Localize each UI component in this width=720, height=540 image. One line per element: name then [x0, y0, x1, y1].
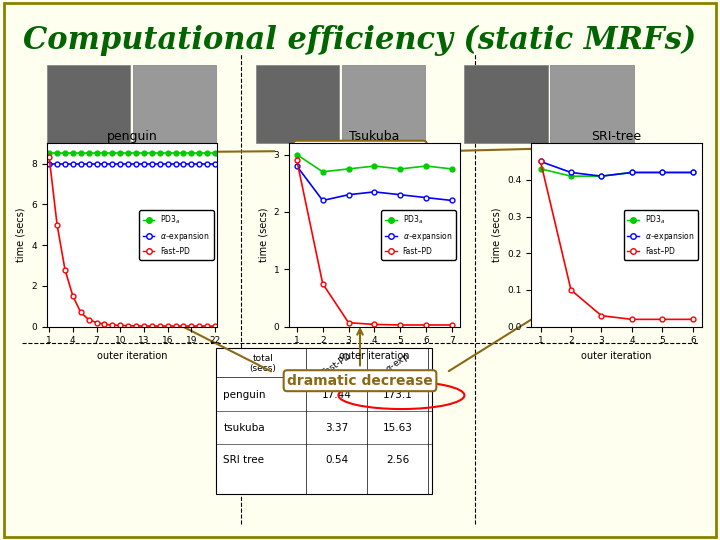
Text: almost constant: almost constant — [297, 144, 423, 158]
X-axis label: outer iteration: outer iteration — [339, 351, 410, 361]
Text: 15.63: 15.63 — [383, 423, 413, 433]
Text: total
(secs): total (secs) — [249, 354, 276, 373]
Text: penguin: penguin — [223, 390, 266, 400]
Text: dramatic decrease: dramatic decrease — [287, 374, 433, 388]
Text: Computational efficiency (static MRFs): Computational efficiency (static MRFs) — [24, 24, 696, 56]
X-axis label: outer iteration: outer iteration — [97, 351, 167, 361]
Title: penguin: penguin — [107, 130, 158, 143]
Text: Fast-PD: Fast-PD — [320, 351, 353, 377]
FancyBboxPatch shape — [133, 65, 216, 143]
Title: Tsukuba: Tsukuba — [349, 130, 400, 143]
FancyBboxPatch shape — [256, 65, 339, 143]
Text: 3.37: 3.37 — [325, 423, 348, 433]
Y-axis label: time (secs): time (secs) — [16, 208, 26, 262]
Legend: PD3$_a$, $\alpha$–expansion, Fast–PD: PD3$_a$, $\alpha$–expansion, Fast–PD — [624, 210, 698, 260]
FancyBboxPatch shape — [341, 65, 425, 143]
Text: SRI tree: SRI tree — [223, 455, 264, 465]
Text: 173.1: 173.1 — [383, 390, 413, 400]
Text: 17.44: 17.44 — [322, 390, 351, 400]
Text: 2.56: 2.56 — [386, 455, 410, 465]
Title: SRI-tree: SRI-tree — [592, 130, 642, 143]
FancyBboxPatch shape — [47, 65, 130, 143]
Text: 0.54: 0.54 — [325, 455, 348, 465]
FancyBboxPatch shape — [550, 65, 634, 143]
FancyBboxPatch shape — [464, 65, 547, 143]
Legend: PD3$_a$, $\alpha$–expansion, Fast–PD: PD3$_a$, $\alpha$–expansion, Fast–PD — [382, 210, 456, 260]
Text: $\alpha$-exp: $\alpha$-exp — [384, 351, 412, 376]
Y-axis label: time (secs): time (secs) — [492, 208, 502, 262]
X-axis label: outer iteration: outer iteration — [582, 351, 652, 361]
Text: tsukuba: tsukuba — [223, 423, 265, 433]
Y-axis label: time (secs): time (secs) — [258, 208, 268, 262]
Legend: PD3$_a$, $\alpha$–expansion, Fast–PD: PD3$_a$, $\alpha$–expansion, Fast–PD — [139, 210, 214, 260]
FancyBboxPatch shape — [216, 348, 432, 494]
FancyBboxPatch shape — [4, 3, 716, 537]
